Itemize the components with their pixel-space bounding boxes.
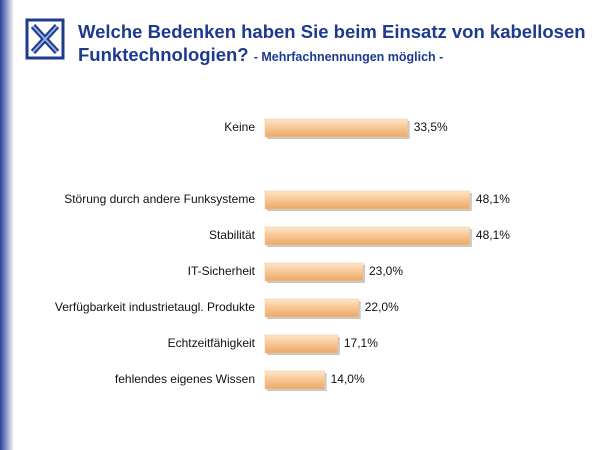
bar	[264, 370, 325, 390]
bar	[264, 298, 359, 318]
logo	[25, 18, 65, 60]
category-label: Verfügbarkeit industrietaugl. Produkte	[55, 300, 255, 314]
bar	[264, 226, 471, 246]
category-label: fehlendes eigenes Wissen	[115, 372, 255, 386]
value-label: 17,1%	[344, 336, 378, 350]
chart-title: Welche Bedenken haben Sie beim Einsatz v…	[78, 21, 586, 65]
category-label: Echtzeitfähigkeit	[168, 336, 256, 350]
chart-subtitle: - Mehrfachnennungen möglich -	[253, 50, 444, 64]
value-label: 48,1%	[476, 228, 510, 242]
side-band	[0, 0, 14, 450]
bar	[264, 334, 339, 354]
value-label: 14,0%	[331, 372, 365, 386]
category-label: Keine	[224, 120, 255, 134]
category-label: Stabilität	[209, 228, 256, 242]
category-label: IT-Sicherheit	[188, 264, 256, 278]
bar	[264, 118, 408, 138]
bar	[264, 262, 364, 282]
value-label: 48,1%	[476, 192, 510, 206]
value-label: 33,5%	[414, 120, 448, 134]
heading: Welche Bedenken haben Sie beim Einsatz v…	[78, 20, 593, 69]
category-label: Störung durch andere Funksysteme	[64, 192, 255, 206]
value-label: 23,0%	[369, 264, 403, 278]
value-label: 22,0%	[365, 300, 399, 314]
bar	[264, 190, 471, 210]
